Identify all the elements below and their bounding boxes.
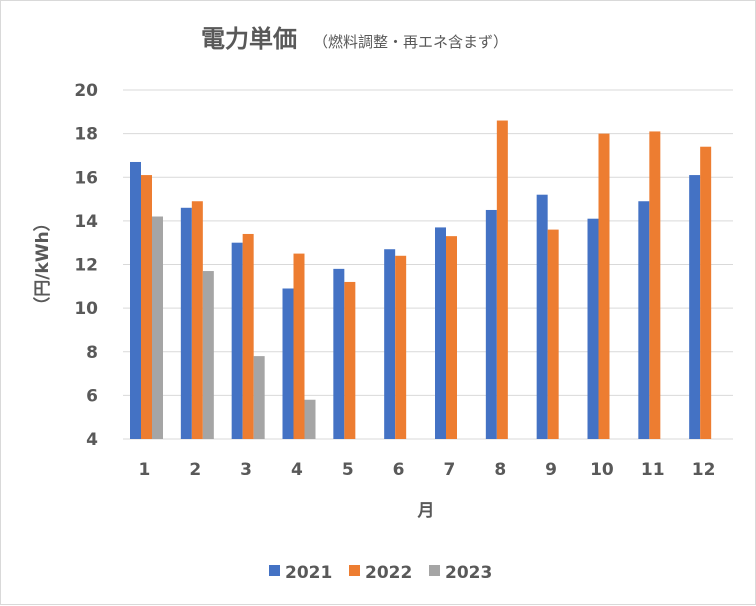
x-tick-label: 1 xyxy=(138,460,150,480)
legend-swatch-2022 xyxy=(349,565,360,576)
legend-swatch-2021 xyxy=(269,565,280,576)
bar-2022-month-6 xyxy=(395,255,407,439)
bar-2022-month-8 xyxy=(496,120,508,439)
bars xyxy=(130,120,712,439)
bar-2021-month-8 xyxy=(485,209,497,439)
y-tick-label: 10 xyxy=(74,299,98,319)
x-tick-label: 7 xyxy=(443,460,455,480)
bar-2021-month-1 xyxy=(130,161,141,439)
legend-label-2023: 2023 xyxy=(445,563,492,583)
bar-2022-month-10 xyxy=(598,133,610,439)
legend-label-2022: 2022 xyxy=(365,563,412,583)
y-tick-label: 8 xyxy=(86,343,98,363)
y-tick-label: 12 xyxy=(74,256,98,276)
x-tick-label: 8 xyxy=(494,460,506,480)
y-tick-label: 20 xyxy=(74,81,98,101)
bar-2023-month-2 xyxy=(202,271,214,439)
bar-2022-month-2 xyxy=(191,201,203,439)
x-tick-label: 12 xyxy=(692,460,716,480)
y-tick-label: 4 xyxy=(86,430,98,450)
bar-2023-month-4 xyxy=(304,399,316,439)
bar-2022-month-9 xyxy=(547,229,559,439)
x-tick-label: 9 xyxy=(545,460,557,480)
bar-2021-month-11 xyxy=(638,201,650,439)
bar-2022-month-5 xyxy=(344,281,356,439)
bar-2023-month-3 xyxy=(253,356,265,439)
bar-2021-month-5 xyxy=(333,268,345,439)
bar-2022-month-12 xyxy=(700,146,712,439)
y-tick-label: 14 xyxy=(74,212,98,232)
bar-2022-month-11 xyxy=(649,131,661,439)
legend-swatch-2023 xyxy=(429,565,440,576)
x-axis-ticks: 1 2 3 4 5 6 7 8 9 10 11 12 xyxy=(138,460,715,480)
bar-2021-month-9 xyxy=(536,194,548,439)
bar-2022-month-4 xyxy=(293,253,305,439)
bar-2022-month-1 xyxy=(141,175,152,439)
legend: 2021 2022 2023 xyxy=(269,563,492,583)
bar-2021-month-4 xyxy=(282,288,294,439)
x-tick-label: 5 xyxy=(342,460,354,480)
y-axis-label: （円/kWh） xyxy=(32,214,53,313)
chart-title: 電力単価 （燃料調整・再エネ含まず） xyxy=(201,25,508,53)
bar-2022-month-7 xyxy=(446,236,457,439)
x-tick-label: 6 xyxy=(393,460,405,480)
bar-2021-month-2 xyxy=(180,207,192,439)
x-tick-label: 11 xyxy=(641,460,665,480)
gridlines xyxy=(123,89,733,440)
y-tick-label: 16 xyxy=(74,168,98,188)
y-tick-label: 18 xyxy=(74,125,98,145)
x-axis-label: 月 xyxy=(417,501,435,521)
x-tick-label: 2 xyxy=(189,460,201,480)
bar-2022-month-3 xyxy=(242,233,254,439)
bar-2023-month-1 xyxy=(152,216,163,439)
bar-2021-month-7 xyxy=(435,227,446,439)
y-tick-label: 6 xyxy=(86,386,98,406)
bar-2021-month-6 xyxy=(384,249,396,439)
bar-2021-month-12 xyxy=(689,175,701,439)
x-tick-label: 4 xyxy=(291,460,303,480)
chart-title-main: 電力単価 xyxy=(201,25,297,53)
x-tick-label: 10 xyxy=(590,460,614,480)
legend-label-2021: 2021 xyxy=(285,563,332,583)
chart-title-subtitle: （燃料調整・再エネ含まず） xyxy=(313,33,508,51)
bar-2021-month-3 xyxy=(231,242,243,439)
bar-2021-month-10 xyxy=(587,218,599,439)
y-axis-ticks: 4 6 8 10 12 14 16 18 20 xyxy=(74,81,98,450)
x-tick-label: 3 xyxy=(240,460,252,480)
